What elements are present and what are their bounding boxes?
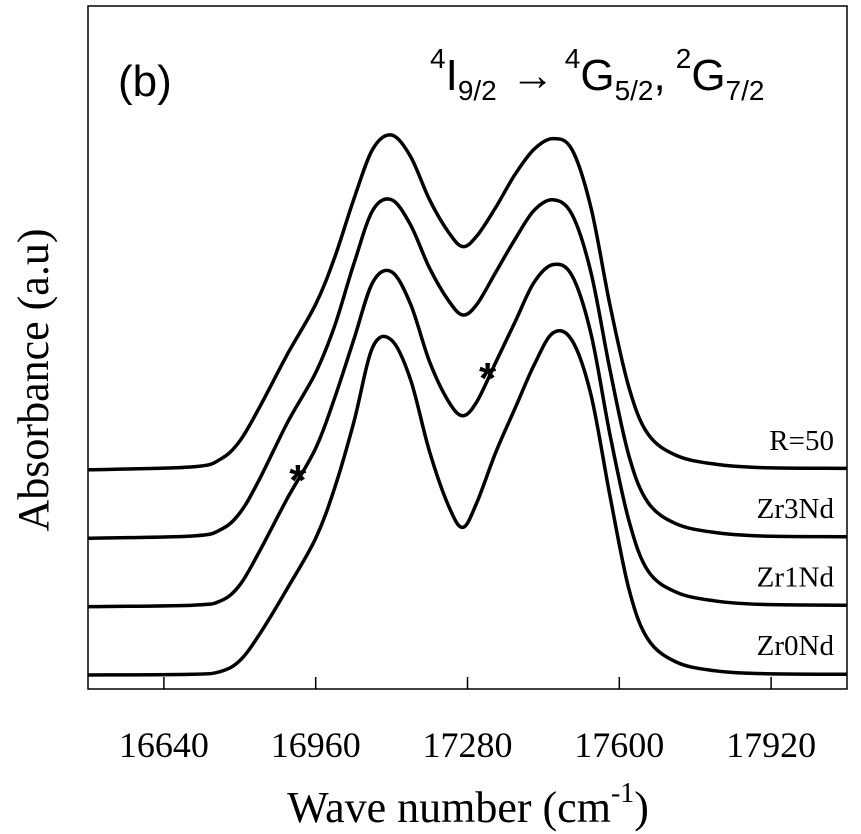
series-labels: Zr0Nd Zr1Nd Zr3Nd R=50 [757,425,835,662]
series-curves [87,133,848,677]
series-label: R=50 [769,425,834,457]
shoulder-marker: * [289,456,307,505]
y-axis-title: Absorbance (a.u) [9,229,58,532]
shoulder-markers: ** [289,354,497,505]
series-label: Zr0Nd [757,630,835,662]
plot-frame [87,5,848,690]
panel-label: (b) [118,57,172,106]
x-tick-label: 17920 [726,725,816,765]
series-label: Zr3Nd [757,493,835,525]
series-curve-zr3nd [87,197,848,540]
x-tick-label: 16640 [119,725,209,765]
transition-annotation: 4I9/2 → 4G5/2, 2G7/2 [430,43,764,106]
series-curve-zr1nd [87,262,848,609]
series-curve-zr0nd [87,328,848,677]
x-tick-label: 17280 [423,725,513,765]
x-axis-title: Wave number (cm-1) [287,778,649,832]
x-tick-label: 17600 [574,725,664,765]
x-axis-ticks [163,677,772,689]
x-tick-label: 16960 [271,725,361,765]
shoulder-marker: * [479,354,497,403]
series-curve-r-50 [87,133,848,472]
series-label: Zr1Nd [757,562,835,594]
x-axis-tick-labels: 16640 16960 17280 17600 17920 [119,725,816,765]
